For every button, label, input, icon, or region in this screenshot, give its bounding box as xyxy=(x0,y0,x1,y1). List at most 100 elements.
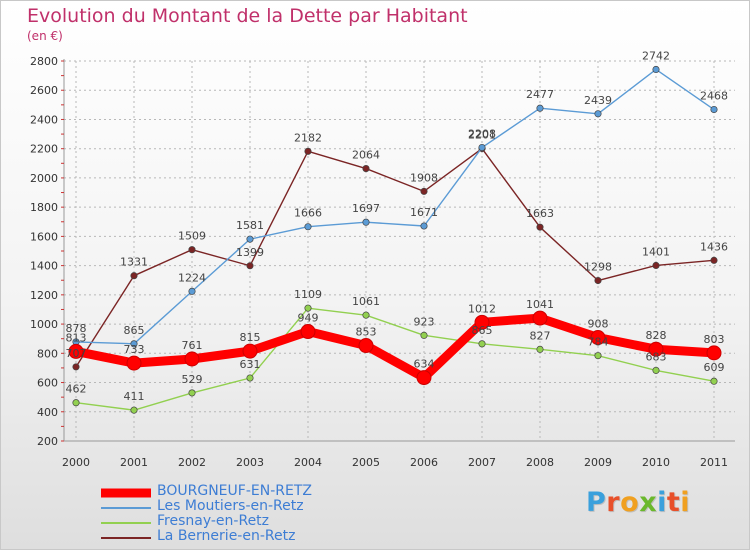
x-tick-label: 2008 xyxy=(526,456,554,469)
legend-swatch xyxy=(101,521,151,524)
data-label: 908 xyxy=(588,318,609,331)
y-tick-label: 2600 xyxy=(30,84,58,97)
series-line-0 xyxy=(71,313,719,383)
y-tick-label: 800 xyxy=(37,347,58,360)
data-label: 1671 xyxy=(410,206,438,219)
data-label: 1663 xyxy=(526,207,554,220)
data-point xyxy=(536,104,544,112)
data-label: 1908 xyxy=(410,171,438,184)
data-label: 707 xyxy=(66,347,87,360)
x-tick-label: 2005 xyxy=(352,456,380,469)
legend-label: Fresnay-en-Retz xyxy=(157,513,270,529)
legend-swatch xyxy=(101,506,151,509)
x-tick-label: 2011 xyxy=(700,456,728,469)
data-label: 2182 xyxy=(294,131,322,144)
data-point xyxy=(652,261,660,270)
legend-swatch xyxy=(101,488,151,497)
data-point xyxy=(304,147,312,155)
data-label: 2064 xyxy=(352,149,380,162)
x-tick-label: 2009 xyxy=(584,456,612,469)
data-label: 813 xyxy=(66,331,87,344)
data-point xyxy=(420,222,428,230)
data-point xyxy=(474,314,490,330)
data-point xyxy=(420,187,428,195)
y-tick-label: 400 xyxy=(37,406,58,419)
data-label: 2742 xyxy=(642,49,670,62)
data-point xyxy=(72,363,80,371)
data-label: 1041 xyxy=(526,298,554,311)
data-label: 462 xyxy=(66,383,87,396)
data-point xyxy=(590,330,606,346)
data-point xyxy=(362,218,370,226)
data-point xyxy=(130,340,138,348)
data-label: 2208 xyxy=(468,128,496,141)
data-point xyxy=(188,287,196,295)
data-point xyxy=(706,345,722,361)
data-label: 865 xyxy=(472,324,493,337)
data-label: 1509 xyxy=(178,230,206,243)
data-label: 733 xyxy=(124,343,145,356)
data-point xyxy=(126,355,142,371)
data-label: 815 xyxy=(240,331,261,344)
data-point xyxy=(184,351,200,367)
data-label: 1666 xyxy=(294,207,322,220)
data-point xyxy=(420,331,428,339)
series-line-1 xyxy=(75,68,715,345)
data-label: 803 xyxy=(704,333,725,346)
data-point xyxy=(242,343,258,359)
data-point xyxy=(478,143,486,152)
x-tick-label: 2000 xyxy=(62,456,90,469)
data-label: 609 xyxy=(704,361,725,374)
data-label: 1401 xyxy=(642,245,670,258)
data-label: 2439 xyxy=(584,94,612,107)
data-label: 2201 xyxy=(468,129,496,142)
y-tick-label: 2400 xyxy=(30,113,58,126)
y-tick-label: 1600 xyxy=(30,230,58,243)
data-label: 634 xyxy=(414,358,435,371)
data-point xyxy=(246,262,254,270)
data-point xyxy=(304,223,312,231)
data-label: 949 xyxy=(298,312,319,325)
data-point xyxy=(68,343,84,359)
data-point xyxy=(362,311,370,319)
data-point xyxy=(532,310,548,326)
data-point xyxy=(710,105,718,114)
data-point xyxy=(536,223,544,231)
series-line-2 xyxy=(75,307,715,411)
data-point xyxy=(648,341,664,357)
y-tick-label: 2200 xyxy=(30,143,58,156)
legend-label: La Bernerie-en-Retz xyxy=(157,528,296,544)
x-tick-label: 2007 xyxy=(468,456,496,469)
data-point xyxy=(304,304,312,312)
data-label: 878 xyxy=(66,322,87,335)
data-point xyxy=(416,370,432,386)
x-tick-label: 2003 xyxy=(236,456,264,469)
data-label: 828 xyxy=(646,329,667,342)
x-tick-label: 2006 xyxy=(410,456,438,469)
data-point xyxy=(652,366,660,374)
y-tick-label: 1800 xyxy=(30,201,58,214)
data-point xyxy=(188,389,196,397)
data-point xyxy=(594,276,602,285)
data-point xyxy=(300,324,316,340)
data-label: 1436 xyxy=(700,240,728,253)
data-label: 761 xyxy=(182,339,203,352)
data-label: 411 xyxy=(124,390,145,403)
data-label: 2477 xyxy=(526,88,554,101)
data-point xyxy=(72,399,80,407)
data-point xyxy=(358,338,374,354)
series-line-3 xyxy=(75,147,715,368)
data-label: 784 xyxy=(588,336,609,349)
data-point xyxy=(652,65,660,74)
data-point xyxy=(362,165,370,173)
legend-label: BOURGNEUF-EN-RETZ xyxy=(157,483,312,499)
chart-title: Evolution du Montant de la Dette par Hab… xyxy=(27,5,468,27)
data-point xyxy=(710,256,718,264)
data-point xyxy=(594,352,602,360)
data-label: 631 xyxy=(240,358,261,371)
x-tick-label: 2004 xyxy=(294,456,322,469)
data-label: 529 xyxy=(182,373,203,386)
data-point xyxy=(536,345,544,353)
data-point xyxy=(188,246,196,254)
